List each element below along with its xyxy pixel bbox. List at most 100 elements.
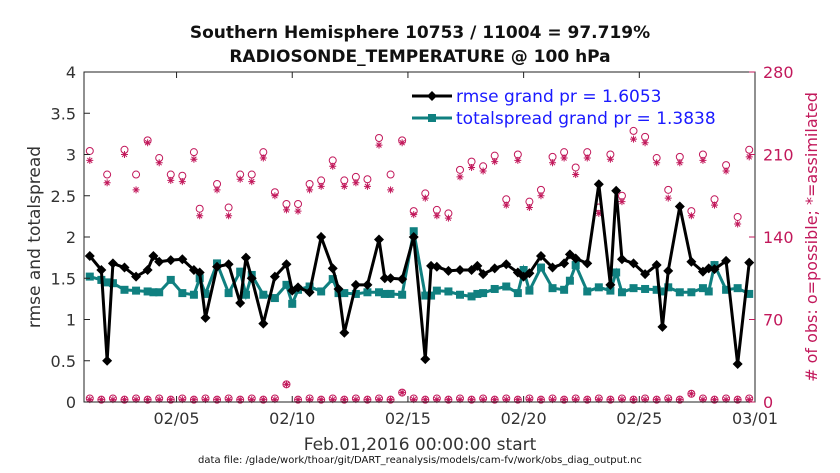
obs-assimilated-marker xyxy=(398,389,406,397)
totalspread-marker xyxy=(565,276,574,285)
obs-assimilated-marker xyxy=(201,396,209,404)
totalspread-marker xyxy=(664,283,673,292)
obs-possible-marker xyxy=(189,148,198,157)
y-left-tick-label: 3 xyxy=(66,146,76,165)
obs-assimilated-marker xyxy=(444,214,452,222)
totalspread-marker xyxy=(132,286,141,295)
obs-assimilated-marker xyxy=(375,141,383,149)
obs-assimilated-marker xyxy=(248,396,256,404)
rmse-marker xyxy=(501,259,512,270)
obs-assimilated-marker xyxy=(363,182,371,190)
obs-assimilated-marker xyxy=(606,155,614,163)
rmse-marker xyxy=(593,179,604,190)
rmse-marker xyxy=(547,262,558,273)
rmse-marker xyxy=(663,265,674,276)
rmse-marker xyxy=(657,321,668,332)
rmse-marker xyxy=(240,252,251,263)
obs-assimilated-marker xyxy=(525,396,533,404)
obs-assimilated-marker xyxy=(352,179,360,187)
obs-assimilated-marker xyxy=(595,209,603,217)
rmse-marker xyxy=(408,232,419,242)
totalspread-marker xyxy=(178,289,187,298)
totalspread-marker xyxy=(560,285,569,294)
obs-assimilated-marker xyxy=(468,396,476,404)
obs-assimilated-marker xyxy=(433,212,441,220)
obs-assimilated-marker xyxy=(352,396,360,404)
obs-assimilated-marker xyxy=(537,396,545,404)
obs-assimilated-marker xyxy=(225,212,233,220)
obs-assimilated-marker xyxy=(294,396,302,404)
totalspread-marker xyxy=(617,288,626,297)
obs-possible-marker xyxy=(745,145,754,154)
totalspread-marker xyxy=(455,290,464,299)
totalspread-marker xyxy=(490,284,499,293)
totalspread-marker xyxy=(398,290,407,299)
obs-assimilated-marker xyxy=(618,198,626,206)
rmse-marker xyxy=(131,271,142,282)
obs-assimilated-marker xyxy=(479,396,487,404)
obs-assimilated-marker xyxy=(456,173,464,181)
rmse-marker xyxy=(212,261,223,272)
obs-assimilated-marker xyxy=(722,396,730,404)
obs-assimilated-marker xyxy=(745,153,753,161)
totalspread-marker xyxy=(467,292,476,301)
obs-assimilated-marker xyxy=(340,396,348,404)
obs-assimilated-marker xyxy=(375,396,383,404)
obs-assimilated-marker xyxy=(259,396,267,404)
obs-assimilated-marker xyxy=(248,178,256,186)
rmse-marker xyxy=(744,257,755,268)
rmse-marker xyxy=(177,254,188,265)
obs-assimilated-marker xyxy=(595,396,603,404)
obs-assimilated-marker xyxy=(86,156,94,164)
obs-assimilated-marker xyxy=(549,159,557,167)
totalspread-marker xyxy=(143,287,152,296)
obs-assimilated-marker xyxy=(433,396,441,404)
obs-assimilated-marker xyxy=(190,155,198,163)
obs-assimilated-marker xyxy=(329,396,337,404)
totalspread-marker xyxy=(224,289,233,298)
obs-assimilated-marker xyxy=(583,396,591,404)
totalspread-marker xyxy=(594,283,603,292)
totalspread-marker xyxy=(409,227,418,236)
rmse-marker xyxy=(374,234,385,245)
totalspread-marker xyxy=(641,284,650,293)
totalspread-marker xyxy=(629,284,638,293)
obs-assimilated-marker xyxy=(676,159,684,167)
x-axis: 02/05 02/10 02/15 02/20 02/25 03/01 xyxy=(153,72,778,428)
totalspread-marker xyxy=(473,289,482,298)
y-axis-right-label: # of obs: o=possible; *=assimilated xyxy=(802,92,821,382)
rmse-marker xyxy=(350,279,361,290)
totalspread-marker xyxy=(745,289,754,298)
obs-assimilated-marker xyxy=(120,151,128,158)
rmse-marker xyxy=(246,273,257,284)
totalspread-marker xyxy=(733,284,742,293)
totalspread-marker xyxy=(259,290,268,299)
rmse-marker xyxy=(235,298,246,308)
obs-assimilated-marker xyxy=(560,154,568,162)
obs-assimilated-marker xyxy=(317,182,325,190)
obs-assimilated-marker xyxy=(745,396,753,404)
obs-assimilated-marker xyxy=(196,212,204,220)
rmse-marker xyxy=(84,250,95,261)
totalspread-marker xyxy=(340,289,349,298)
rmse-marker xyxy=(709,264,720,275)
totalspread-marker xyxy=(421,291,430,300)
obs-assimilated-marker xyxy=(306,186,314,194)
obs-assimilated-marker xyxy=(687,390,695,398)
obs-assimilated-marker xyxy=(421,194,429,202)
obs-assimilated-marker xyxy=(734,220,742,228)
obs-possible-marker xyxy=(132,170,141,179)
totalspread-marker xyxy=(149,288,158,297)
obs-possible-marker xyxy=(455,165,464,174)
obs-assimilated-marker xyxy=(560,396,568,404)
rmse-marker xyxy=(142,265,153,275)
y-axis-right: 0 70 140 210 280 xyxy=(749,63,794,412)
totalspread-marker xyxy=(444,287,453,296)
rmse-marker xyxy=(154,256,165,267)
rmse-marker xyxy=(200,312,211,323)
y-left-tick-label: 0.5 xyxy=(51,352,76,371)
rmse-marker xyxy=(333,283,344,294)
rmse-marker xyxy=(524,268,535,279)
obs-assimilated-marker xyxy=(456,396,464,404)
obs-assimilated-marker xyxy=(410,396,418,404)
